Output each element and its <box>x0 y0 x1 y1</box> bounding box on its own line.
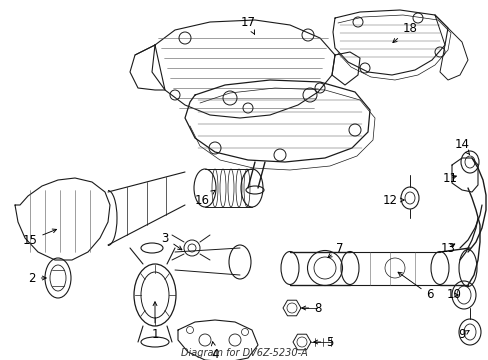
Text: 13: 13 <box>440 242 454 255</box>
Text: 6: 6 <box>397 272 433 302</box>
Text: 16: 16 <box>194 190 215 207</box>
Text: 11: 11 <box>442 171 457 184</box>
Text: 1: 1 <box>151 302 159 342</box>
Text: 7: 7 <box>327 242 343 258</box>
Text: 5: 5 <box>313 336 333 348</box>
Text: 17: 17 <box>240 15 255 34</box>
Text: 9: 9 <box>457 328 468 342</box>
Text: 8: 8 <box>301 302 321 315</box>
Text: 2: 2 <box>28 271 46 284</box>
Text: 14: 14 <box>453 139 468 154</box>
Text: 18: 18 <box>392 22 417 42</box>
Text: Diagram for DV6Z-5230-A: Diagram for DV6Z-5230-A <box>180 348 307 358</box>
Text: 15: 15 <box>22 229 57 247</box>
Text: 12: 12 <box>382 194 404 207</box>
Text: 4: 4 <box>211 342 218 360</box>
Text: 3: 3 <box>161 231 182 250</box>
Text: 10: 10 <box>446 288 461 302</box>
